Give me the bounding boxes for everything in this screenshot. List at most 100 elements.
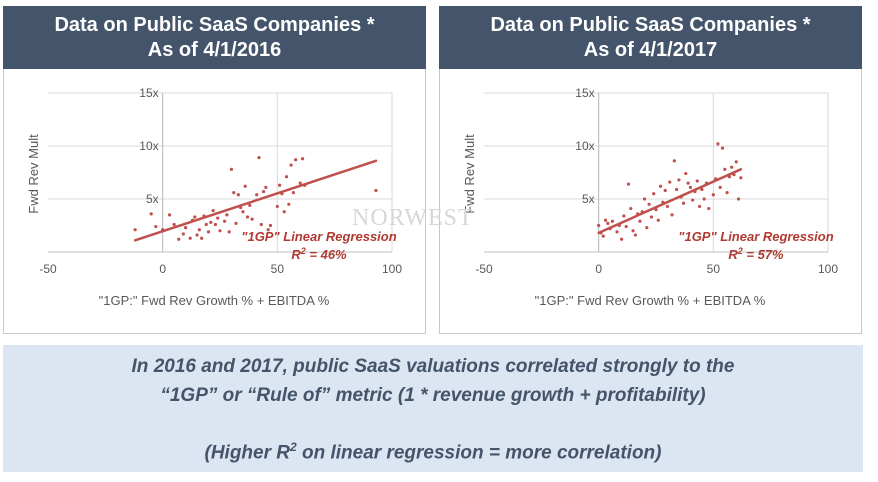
data-point [670, 213, 674, 217]
data-point [241, 210, 245, 214]
data-point [677, 178, 681, 182]
y-tick-label: 15x [575, 86, 594, 100]
y-tick-label: 5x [146, 192, 159, 206]
data-point [250, 217, 254, 221]
panel-header: Data on Public SaaS Companies * As of 4/… [439, 6, 862, 69]
data-point [711, 193, 715, 197]
data-point [739, 176, 743, 180]
data-point [684, 171, 688, 176]
data-point [172, 222, 176, 227]
data-point [200, 236, 204, 240]
data-point [245, 215, 250, 219]
data-point [227, 230, 231, 234]
r-squared-label: R2 = 46% [291, 246, 347, 262]
data-point [133, 228, 137, 232]
r-squared-label: R2 = 57% [728, 246, 784, 262]
x-tick-label: 50 [707, 262, 721, 276]
data-point [652, 192, 656, 196]
data-point [234, 221, 238, 225]
panel-title-line1: Data on Public SaaS Companies * [490, 13, 811, 36]
data-point [167, 213, 172, 217]
chart-panel-2017: Data on Public SaaS Companies * As of 4/… [439, 6, 862, 334]
data-point [257, 156, 261, 160]
data-point [193, 215, 197, 219]
data-point [668, 180, 672, 184]
r-squared-value: = 57% [743, 247, 784, 262]
data-point [154, 224, 158, 229]
data-point [248, 203, 252, 207]
regression-label: "1GP" Linear Regression [678, 229, 833, 244]
data-point [278, 183, 282, 187]
data-point [261, 189, 266, 194]
data-point [291, 191, 295, 195]
r-squared-value: = 46% [306, 247, 347, 262]
data-point [615, 230, 619, 234]
summary-line-3-suffix: on linear regression = more correlation) [296, 442, 662, 464]
panel-title-line2: As of 4/1/2016 [147, 38, 282, 61]
x-tick-label: 100 [382, 262, 402, 276]
data-point [665, 204, 670, 209]
data-point [624, 224, 628, 229]
data-point [264, 185, 268, 189]
y-axis-title: Fwd Rev Mult [26, 134, 41, 214]
data-point [672, 159, 676, 163]
data-point [204, 222, 208, 227]
data-point [218, 229, 222, 233]
x-axis-title: "1GP:" Fwd Rev Growth % + EBITDA % [535, 293, 766, 308]
data-point [211, 209, 215, 213]
data-point [697, 204, 702, 209]
chart-panel-2016: Data on Public SaaS Companies * As of 4/… [3, 6, 426, 334]
data-point [610, 219, 615, 223]
x-tick-label: 50 [271, 262, 285, 276]
data-point [723, 167, 727, 171]
y-tick-label: 5x [582, 192, 595, 206]
data-point [718, 185, 722, 189]
data-point [645, 226, 649, 230]
data-point [209, 220, 213, 224]
x-tick-label: 0 [595, 262, 602, 276]
data-point [374, 188, 378, 193]
data-point [658, 184, 663, 188]
data-point [188, 236, 192, 240]
data-point [707, 206, 711, 211]
data-point [229, 167, 234, 171]
data-point [266, 228, 270, 232]
data-point [633, 233, 637, 237]
data-point [294, 158, 298, 162]
summary-line-3-sup: 2 [290, 440, 297, 454]
data-point [736, 197, 741, 201]
data-point [268, 223, 273, 228]
data-point [716, 142, 720, 146]
scatter-chart-2017: 5x 10x 15x -50 0 50 100 "1GP:" Fwd Rev Growth %… [462, 86, 838, 308]
data-point [631, 229, 635, 233]
data-point [597, 223, 601, 228]
y-tick-label: 15x [139, 86, 158, 100]
scatter-chart-2016: 5x 10x 15x -50 0 50 100 "1GP:" Fwd Rev Growth %… [26, 86, 402, 308]
data-point [649, 215, 654, 219]
data-point [243, 184, 247, 188]
data-point [720, 146, 725, 150]
data-point [606, 221, 610, 225]
r-squared-prefix: R [291, 247, 301, 262]
data-point [702, 197, 706, 201]
data-point [213, 222, 218, 227]
x-tick-label: 0 [159, 262, 166, 276]
x-tick-label: -50 [475, 262, 493, 276]
data-point [225, 213, 229, 217]
data-point [195, 233, 199, 237]
data-point [259, 222, 263, 227]
summary-line-3-prefix: (Higher R [204, 442, 291, 464]
data-point [287, 202, 291, 206]
data-point [232, 191, 236, 195]
r-squared-prefix: R [728, 247, 738, 262]
watermark: NORWEST [352, 205, 474, 231]
data-point [622, 214, 626, 218]
data-point [663, 188, 667, 193]
data-point [730, 165, 734, 169]
regression-line [597, 168, 743, 235]
data-point [688, 185, 692, 189]
data-point [681, 201, 686, 205]
summary-line-1: In 2016 and 2017, public SaaS valuations… [131, 356, 735, 377]
regression-label: "1GP" Linear Regression [241, 229, 396, 244]
r-squared-sup: 2 [300, 246, 306, 256]
